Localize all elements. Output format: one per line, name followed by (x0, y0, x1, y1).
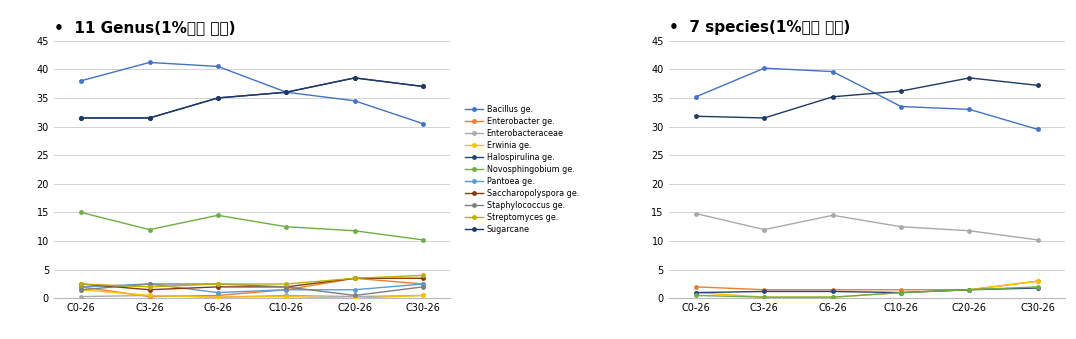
Legend: Bacillus ge., Enterobacter ge., Enterobacteraceae, Erwinia ge., Halospirulina ge: Bacillus ge., Enterobacter ge., Enteroba… (463, 102, 581, 237)
Text: •  7 species(1%이상 존재): • 7 species(1%이상 존재) (668, 20, 850, 35)
Text: •  11 Genus(1%이상 존재): • 11 Genus(1%이상 존재) (54, 20, 236, 35)
